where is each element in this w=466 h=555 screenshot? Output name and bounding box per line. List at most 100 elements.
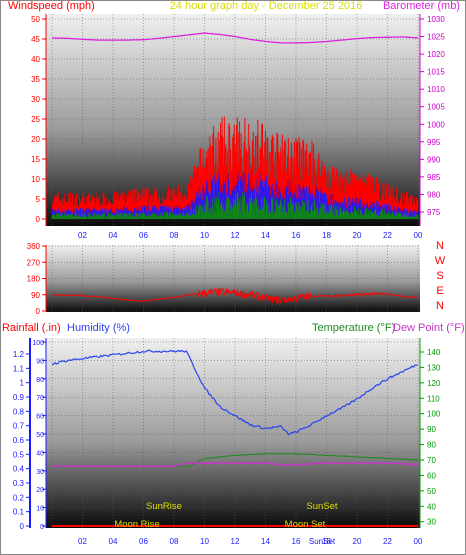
- temperature-tick-label: 80: [427, 441, 436, 450]
- temperature-tick-label: 110: [427, 394, 440, 403]
- direction-tick-label: 0: [36, 307, 41, 316]
- windspeed-panel: 0510152025303540455097598098599099510001…: [31, 14, 445, 240]
- windspeed-tick-label: 5: [36, 195, 41, 204]
- humidity-tick-label: 80: [36, 377, 44, 384]
- temperature-tick-label: 60: [427, 471, 436, 480]
- humidity-x-tick-label: 20: [353, 537, 362, 546]
- direction-label-s: S: [436, 270, 443, 282]
- moonset-label: Moon Set: [285, 519, 326, 530]
- barometer-tick-label: 975: [427, 208, 441, 217]
- humidity-tick-label: 50: [36, 432, 44, 439]
- rainfall-tick-label: 0.6: [13, 436, 25, 445]
- rainfall-tick-label: 0.3: [13, 479, 25, 488]
- header-date: 24 hour graph day - December 25 2016: [170, 0, 363, 12]
- humidity-tick-label: 40: [36, 450, 44, 457]
- windspeed-tick-label: 45: [31, 35, 40, 44]
- barometer-tick-label: 990: [427, 155, 441, 164]
- barometer-tick-label: 1010: [427, 85, 445, 94]
- humidity-tick-label: 60: [36, 414, 44, 421]
- header-windspeed: Windspeed (mph): [8, 0, 95, 12]
- direction-panel: 0 90 180 270 360: [27, 242, 420, 316]
- panel3-background: [46, 338, 420, 528]
- humidity-x-tick-label: 04: [109, 537, 118, 546]
- rainfall-tick-label: 1.1: [13, 364, 25, 373]
- humidity-x-tick-label: 10: [200, 537, 209, 546]
- windspeed-tick-label: 40: [31, 55, 40, 64]
- temperature-tick-label: 40: [427, 502, 436, 511]
- temperature-tick-label: 130: [427, 363, 441, 372]
- header-barometer: Barometer (mb): [383, 0, 460, 12]
- windspeed-x-tick-label: 00: [414, 231, 423, 240]
- humidity-tick-label: 100: [32, 340, 44, 347]
- sunrise-label: SunRise: [146, 501, 182, 512]
- dewpoint-line: [51, 461, 419, 468]
- barometer-tick-label: 1030: [427, 15, 445, 24]
- barometer-tick-label: 1005: [427, 103, 445, 112]
- windspeed-tick-label: 50: [31, 15, 40, 24]
- windspeed-tick-label: 25: [31, 115, 40, 124]
- header-rainfall: Rainfall (.in): [2, 322, 61, 334]
- windspeed-x-tick-label: 20: [353, 231, 362, 240]
- barometer-tick-label: 1025: [427, 33, 445, 42]
- humidity-tick-label: 20: [36, 487, 44, 494]
- moonrise-label: Moon Rise: [114, 519, 159, 530]
- windspeed-tick-label: 0: [36, 215, 41, 224]
- rainfall-tick-label: 0.9: [13, 393, 25, 402]
- barometer-line: [51, 32, 419, 44]
- direction-label-w: W: [435, 255, 446, 267]
- windspeed-x-tick-label: 16: [292, 231, 301, 240]
- humidity-x-tick-label: 02: [78, 537, 87, 546]
- header-dewpoint: Dew Point (°F): [393, 322, 465, 334]
- direction-tick-label: 90: [31, 291, 40, 300]
- humidity-temperature-panel: 0 0.1 0.2 0.3 0.4 0.5 0.6 0.7 0.8 0.9 1 1.1 1.2 0 10 20…: [13, 338, 441, 546]
- humidity-x-tick-label: 08: [170, 537, 179, 546]
- windspeed-tick-label: 15: [31, 155, 40, 164]
- windspeed-tick-label: 30: [31, 95, 40, 104]
- direction-label-n: N: [436, 300, 444, 312]
- barometer-tick-label: 1000: [427, 120, 445, 129]
- humidity-x-tick-label: 16: [292, 537, 301, 546]
- direction-tick-label: 180: [27, 275, 41, 284]
- barometer-tick-label: 985: [427, 173, 441, 182]
- barometer-tick-label: 1015: [427, 68, 445, 77]
- windspeed-x-tick-label: 18: [322, 231, 331, 240]
- humidity-tick-label: 30: [36, 469, 44, 476]
- windspeed-x-tick-label: 02: [78, 231, 87, 240]
- rainfall-tick-label: 1: [20, 379, 25, 388]
- humidity-x-tick-label: 00: [414, 537, 423, 546]
- humidity-tick-label: 10: [36, 506, 44, 513]
- rainfall-tick-label: 0.4: [13, 465, 25, 474]
- humidity-line: [51, 349, 419, 436]
- temperature-tick-label: 120: [427, 379, 441, 388]
- humidity-x-tick-label: 06: [139, 537, 148, 546]
- direction-label-e: E: [436, 285, 443, 297]
- rainfall-tick-label: 1.2: [13, 350, 25, 359]
- humidity-x-tick-label: 18: [322, 537, 331, 546]
- windspeed-x-tick-label: 08: [170, 231, 179, 240]
- temperature-tick-label: 50: [427, 487, 436, 496]
- humidity-x-tick-label: 22: [383, 537, 392, 546]
- humidity-tick-label: 70: [36, 395, 44, 402]
- rainfall-tick-label: 0.5: [13, 450, 25, 459]
- windspeed-x-tick-label: 04: [109, 231, 118, 240]
- temperature-tick-label: 100: [427, 410, 441, 419]
- rainfall-tick-label: 0.8: [13, 407, 25, 416]
- humidity-x-tick-label: 12: [231, 537, 240, 546]
- rainfall-tick-label: 0.2: [13, 493, 25, 502]
- header-humidity: Humidity (%): [67, 322, 130, 334]
- windspeed-x-tick-label: 12: [231, 231, 240, 240]
- temperature-tick-label: 140: [427, 348, 441, 357]
- temperature-tick-label: 70: [427, 456, 436, 465]
- header-temperature: Temperature (°F): [312, 322, 395, 334]
- windspeed-x-tick-label: 06: [139, 231, 148, 240]
- barometer-tick-label: 995: [427, 138, 441, 147]
- direction-label-n: N: [436, 240, 444, 252]
- humidity-tick-label: 0: [40, 524, 44, 531]
- barometer-tick-label: 980: [427, 190, 441, 199]
- windspeed-tick-label: 20: [31, 135, 40, 144]
- rainfall-tick-label: 0.1: [13, 508, 25, 517]
- windspeed-x-tick-label: 10: [200, 231, 209, 240]
